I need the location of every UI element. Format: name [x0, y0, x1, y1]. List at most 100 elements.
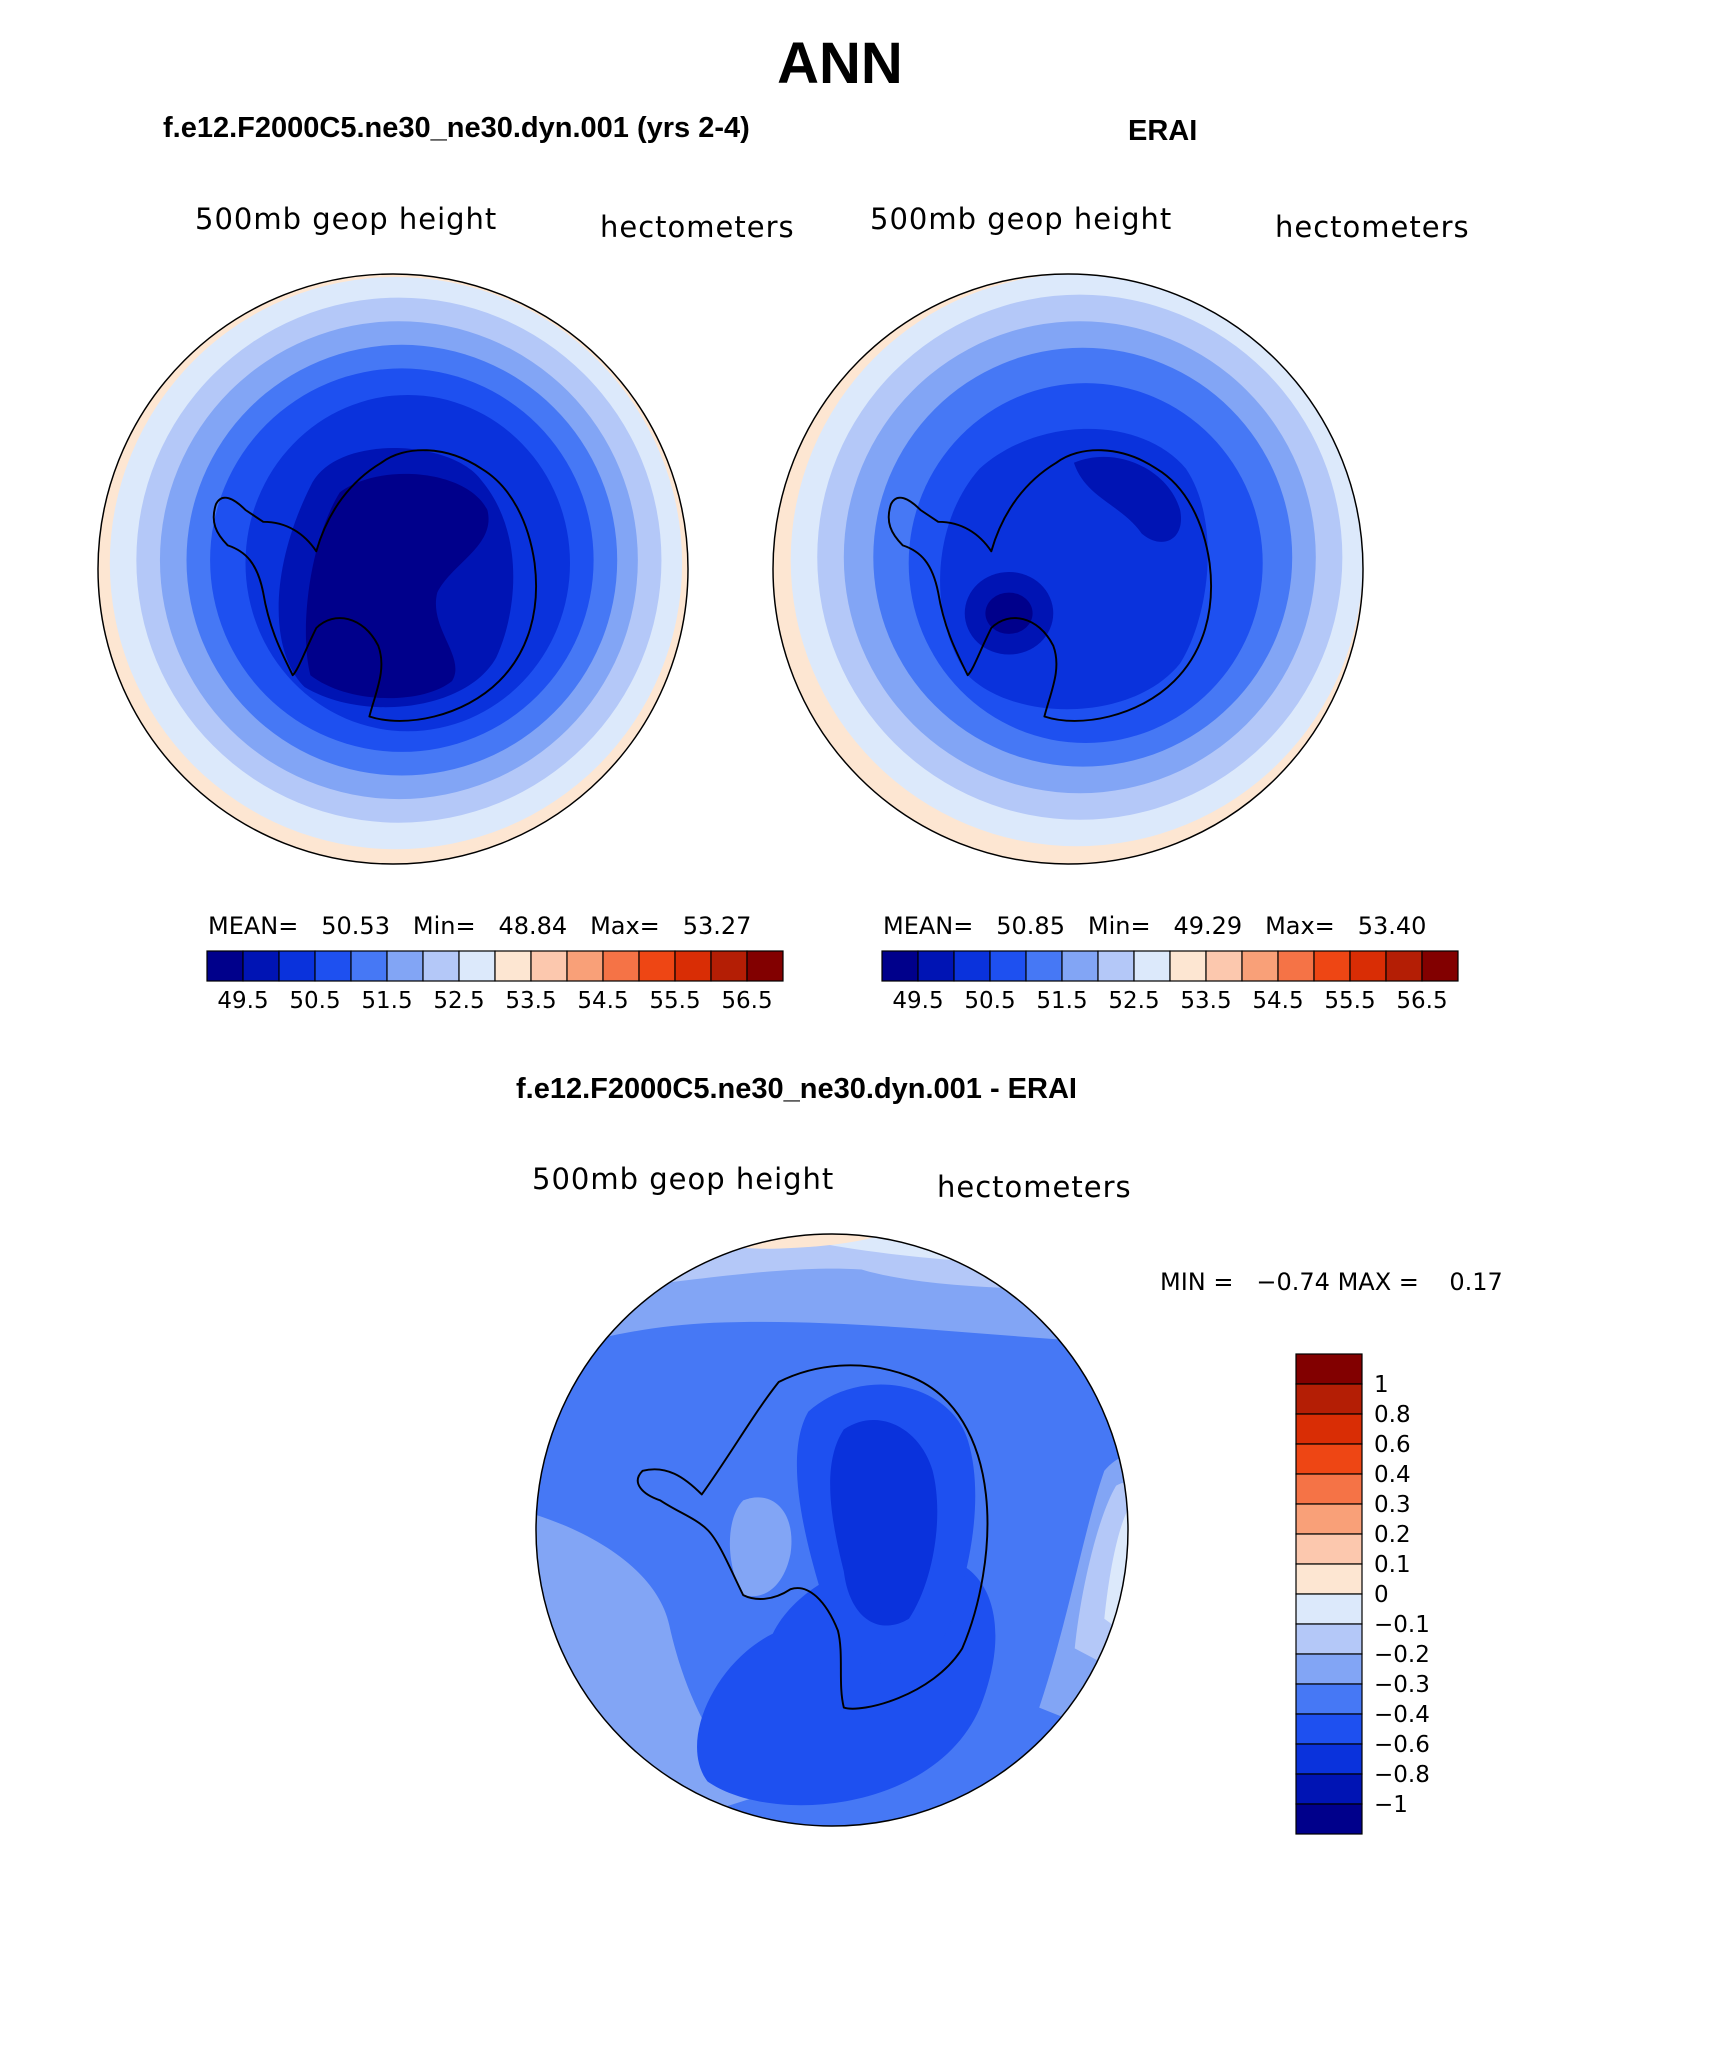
map2-band-50-north: [1073, 456, 1182, 542]
cbar2-tick-label: 53.5: [1180, 988, 1231, 1014]
panel-2-min-label: Min=: [1087, 912, 1151, 940]
cbar3-tick-label: 0.8: [1374, 1402, 1411, 1428]
cbar3-swatch-9: [1295, 1623, 1363, 1655]
diff-panel-variable-label: 500mb geop height: [532, 1162, 835, 1196]
cbar3-swatch-5: [1295, 1503, 1363, 1535]
cbar1-swatch-12: [638, 950, 676, 982]
cbar3-tick-label: −0.6: [1374, 1732, 1430, 1758]
diffmap-band-minus0.6: [830, 1419, 938, 1626]
panel-2-variable-label: 500mb geop height: [870, 202, 1173, 236]
cbar1-swatch-6: [422, 950, 460, 982]
cbar2-swatch-2: [953, 950, 991, 982]
cbar1-swatch-2: [278, 950, 316, 982]
cbar1-swatch-15: [746, 950, 784, 982]
diff-max-value: 0.17: [1449, 1268, 1503, 1296]
cbar2-swatch-14: [1385, 950, 1423, 982]
cbar3-tick-label: 0.2: [1374, 1522, 1411, 1548]
cbar1-tick-label: 54.5: [577, 988, 628, 1014]
panel-2-min-value: 49.29: [1173, 912, 1243, 940]
cbar3-swatch-3: [1295, 1443, 1363, 1475]
cbar2-swatch-0: [881, 950, 919, 982]
panel-1-units-label: hectometers: [600, 210, 795, 244]
cbar3-tick-label: −0.8: [1374, 1762, 1430, 1788]
cbar2-swatch-4: [1025, 950, 1063, 982]
panel-1-colorbar: 49.5 50.5 51.5 52.5 53.5 54.5 55.5 56.5: [206, 950, 784, 1014]
panel-1-max-value: 53.27: [682, 912, 752, 940]
cbar3-swatch-6: [1295, 1533, 1363, 1565]
cbar2-tick-label: 51.5: [1036, 988, 1087, 1014]
cbar2-swatch-5: [1061, 950, 1099, 982]
cbar1-tick-label: 53.5: [505, 988, 556, 1014]
cbar1-swatch-7: [458, 950, 496, 982]
map1-antarctica-coastline: [212, 449, 538, 722]
cbar2-swatch-9: [1205, 950, 1243, 982]
cbar1-tick-label: 55.5: [649, 988, 700, 1014]
cbar1-swatch-8: [494, 950, 532, 982]
panel-2-mean-label: MEAN=: [883, 912, 974, 940]
cbar2-tick-label: 54.5: [1252, 988, 1303, 1014]
diff-max-label: MAX =: [1337, 1268, 1419, 1296]
panel-2-subtitle: ERAI: [1128, 115, 1198, 147]
panel-1-stats: MEAN= 50.53 Min= 48.84 Max= 53.27: [208, 912, 751, 940]
cbar3-tick-label: −0.2: [1374, 1642, 1430, 1668]
cbar1-tick-label: 49.5: [217, 988, 268, 1014]
cbar1-swatch-1: [242, 950, 280, 982]
cbar1-swatch-14: [710, 950, 748, 982]
cbar3-swatch-11: [1295, 1683, 1363, 1715]
cbar3-swatch-7: [1295, 1563, 1363, 1595]
panel-1-mean-label: MEAN=: [208, 912, 299, 940]
cbar1-swatch-4: [350, 950, 388, 982]
cbar3-tick-label: 0.1: [1374, 1552, 1411, 1578]
cbar1-swatch-13: [674, 950, 712, 982]
cbar3-swatch-15: [1295, 1803, 1363, 1835]
figure-title: ANN: [777, 31, 903, 96]
panel-1-min-label: Min=: [412, 912, 476, 940]
cbar2-swatch-13: [1349, 950, 1387, 982]
cbar2-tick-label: 50.5: [964, 988, 1015, 1014]
diff-panel-units-label: hectometers: [937, 1170, 1132, 1204]
cbar3-swatch-13: [1295, 1743, 1363, 1775]
cbar2-swatch-7: [1133, 950, 1171, 982]
diff-panel-map: [535, 1233, 1129, 1827]
cbar2-swatch-15: [1421, 950, 1459, 982]
cbar3-swatch-4: [1295, 1473, 1363, 1505]
panel-2-mean-value: 50.85: [996, 912, 1065, 940]
panel-1-max-label: Max=: [590, 912, 660, 940]
cbar3-tick-label: −1: [1374, 1792, 1408, 1818]
cbar3-tick-label: 0.6: [1374, 1432, 1411, 1458]
diffmap-antarctica-coastline: [636, 1364, 989, 1710]
diff-min-label: MIN =: [1160, 1268, 1234, 1296]
cbar2-swatch-6: [1097, 950, 1135, 982]
cbar3-tick-label: 0.3: [1374, 1492, 1411, 1518]
panel-2-stats: MEAN= 50.85 Min= 49.29 Max= 53.40: [883, 912, 1426, 940]
diffmap-band-minus0.2-north: [536, 1234, 1128, 1382]
cbar3-swatch-10: [1295, 1653, 1363, 1685]
cbar3-tick-label: −0.1: [1374, 1612, 1430, 1638]
diff-panel-subtitle: f.e12.F2000C5.ne30_ne30.dyn.001 - ERAI: [516, 1073, 1077, 1105]
cbar3-tick-label: 0: [1374, 1582, 1389, 1608]
map1-band-49.5: [305, 473, 489, 699]
diffmap-band-minus0.2-peninsula: [729, 1497, 792, 1597]
panel-1-map: [97, 273, 689, 865]
cbar3-tick-label: −0.4: [1374, 1702, 1430, 1728]
map2-band-50.5: [940, 428, 1208, 710]
cbar1-swatch-5: [386, 950, 424, 982]
cbar1-swatch-0: [206, 950, 244, 982]
cbar1-tick-label: 52.5: [433, 988, 484, 1014]
diffmap-outline: [535, 1233, 1129, 1827]
panel-2-max-label: Max=: [1265, 912, 1335, 940]
cbar2-tick-label: 49.5: [892, 988, 943, 1014]
panel-1-variable-label: 500mb geop height: [195, 202, 498, 236]
cbar1-tick-label: 56.5: [721, 988, 772, 1014]
diff-panel-stats: MIN = −0.74 MAX = 0.17: [1160, 1268, 1503, 1296]
panel-2-units-label: hectometers: [1275, 210, 1470, 244]
cbar3-swatch-14: [1295, 1773, 1363, 1805]
cbar1-swatch-9: [530, 950, 568, 982]
map2-antarctica-coastline: [887, 449, 1213, 722]
cbar1-swatch-3: [314, 950, 352, 982]
cbar2-tick-label: 52.5: [1108, 988, 1159, 1014]
panel-1-subtitle: f.e12.F2000C5.ne30_ne30.dyn.001 (yrs 2-4…: [163, 112, 750, 144]
cbar3-swatch-12: [1295, 1713, 1363, 1745]
cbar2-tick-label: 55.5: [1324, 988, 1375, 1014]
panel-2-max-value: 53.40: [1357, 912, 1427, 940]
